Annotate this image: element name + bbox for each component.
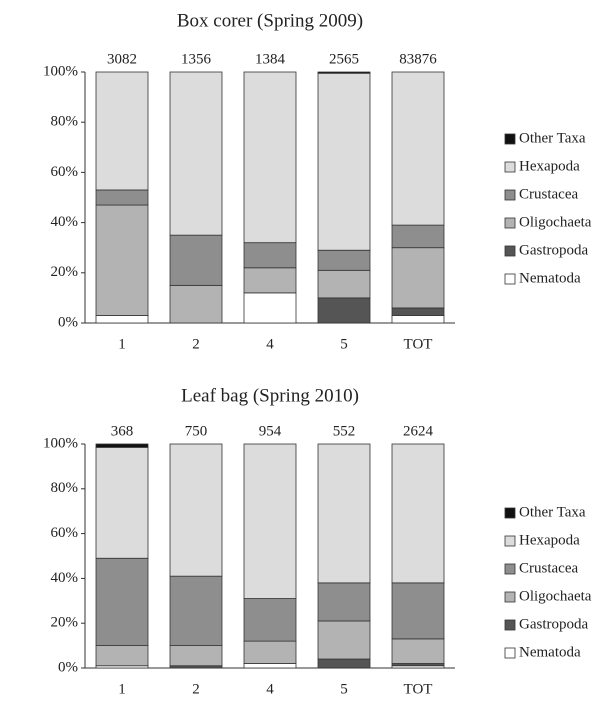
chart-title: Leaf bag (Spring 2010) (181, 385, 359, 406)
y-tick-label: 20% (51, 615, 79, 631)
legend-swatch (504, 161, 516, 173)
bar-segment (243, 242, 297, 269)
y-tick-label: 40% (51, 214, 79, 230)
bar-segment (317, 658, 371, 669)
bar-segment (317, 582, 371, 622)
legend-label: Crustacea (519, 186, 578, 202)
bar-segment (243, 663, 297, 669)
bar-segment (169, 284, 223, 324)
bar-segment (391, 443, 445, 584)
legend-swatch (504, 133, 516, 145)
y-tick-label: 40% (51, 570, 79, 586)
bar-segment (243, 640, 297, 664)
chart-title: Box corer (Spring 2009) (177, 10, 363, 31)
bar-segment (317, 249, 371, 271)
x-tick-label: 5 (340, 336, 348, 352)
legend-swatch (504, 563, 516, 575)
y-tick-label: 60% (51, 525, 79, 541)
bar-segment (391, 307, 445, 316)
x-tick-label: 2 (192, 681, 200, 697)
bar-segment (391, 71, 445, 226)
bar-segment (243, 292, 297, 324)
bar-segment (95, 204, 149, 316)
bar-total: 368 (111, 423, 134, 439)
bar-segment (391, 224, 445, 249)
x-tick-label: 4 (266, 336, 274, 352)
bar-total: 552 (333, 423, 356, 439)
bar-segment (243, 598, 297, 642)
legend-swatch (504, 217, 516, 229)
y-tick-label: 0% (58, 659, 78, 675)
x-tick-label: 1 (118, 336, 126, 352)
bar-total: 83876 (399, 51, 437, 67)
bar-total: 1384 (255, 51, 286, 67)
bar-segment (317, 620, 371, 660)
bar-segment (95, 189, 149, 206)
bar-segment (95, 443, 149, 448)
legend-label: Crustacea (519, 560, 578, 576)
legend-swatch (504, 189, 516, 201)
x-tick-label: TOT (404, 336, 433, 352)
y-tick-label: 80% (51, 114, 79, 130)
bar-segment (391, 582, 445, 640)
bar-total: 1356 (181, 51, 212, 67)
bar-segment (317, 269, 371, 299)
bar-segment (317, 72, 371, 251)
legend-label: Other Taxa (519, 504, 586, 520)
bar-total: 2565 (329, 51, 359, 67)
legend-swatch (504, 591, 516, 603)
legend-label: Gastropoda (519, 616, 588, 632)
legend-swatch (504, 245, 516, 257)
legend-swatch (504, 273, 516, 285)
legend-label: Other Taxa (519, 130, 586, 146)
bar-segment (95, 645, 149, 667)
bar-total: 3082 (107, 51, 137, 67)
y-tick-label: 0% (58, 314, 78, 330)
bar-segment (317, 71, 371, 74)
legend-label: Oligochaeta (519, 214, 592, 230)
legend-swatch (504, 619, 516, 631)
bar-segment (317, 297, 371, 324)
bar-segment (95, 557, 149, 646)
legend-swatch (504, 507, 516, 519)
y-tick-label: 60% (51, 164, 79, 180)
bar-total: 954 (259, 423, 282, 439)
y-tick-label: 100% (43, 435, 78, 451)
bar-segment (317, 443, 371, 584)
y-tick-label: 20% (51, 264, 79, 280)
bar-segment (243, 443, 297, 599)
legend-label: Oligochaeta (519, 588, 592, 604)
bar-segment (391, 638, 445, 664)
x-tick-label: 2 (192, 336, 200, 352)
bar-segment (243, 267, 297, 294)
x-tick-label: TOT (404, 681, 433, 697)
x-tick-label: 1 (118, 681, 126, 697)
legend-label: Gastropoda (519, 242, 588, 258)
y-tick-label: 100% (43, 63, 78, 79)
legend-swatch (504, 535, 516, 547)
bar-segment (169, 645, 223, 667)
legend-label: Hexapoda (519, 158, 580, 174)
bar-segment (391, 315, 445, 324)
legend-label: Hexapoda (519, 532, 580, 548)
x-tick-label: 5 (340, 681, 348, 697)
bar-segment (169, 575, 223, 646)
bar-segment (95, 315, 149, 324)
legend-label: Nematoda (519, 644, 581, 660)
bar-segment (243, 71, 297, 244)
bar-segment (169, 443, 223, 577)
bar-segment (169, 234, 223, 286)
x-tick-label: 4 (266, 681, 274, 697)
bar-segment (169, 71, 223, 236)
bar-segment (95, 71, 149, 191)
legend-swatch (504, 647, 516, 659)
legend-label: Nematoda (519, 270, 581, 286)
bar-total: 2624 (403, 423, 434, 439)
bar-total: 750 (185, 423, 208, 439)
bar-segment (95, 446, 149, 559)
bar-segment (391, 247, 445, 309)
y-tick-label: 80% (51, 480, 79, 496)
